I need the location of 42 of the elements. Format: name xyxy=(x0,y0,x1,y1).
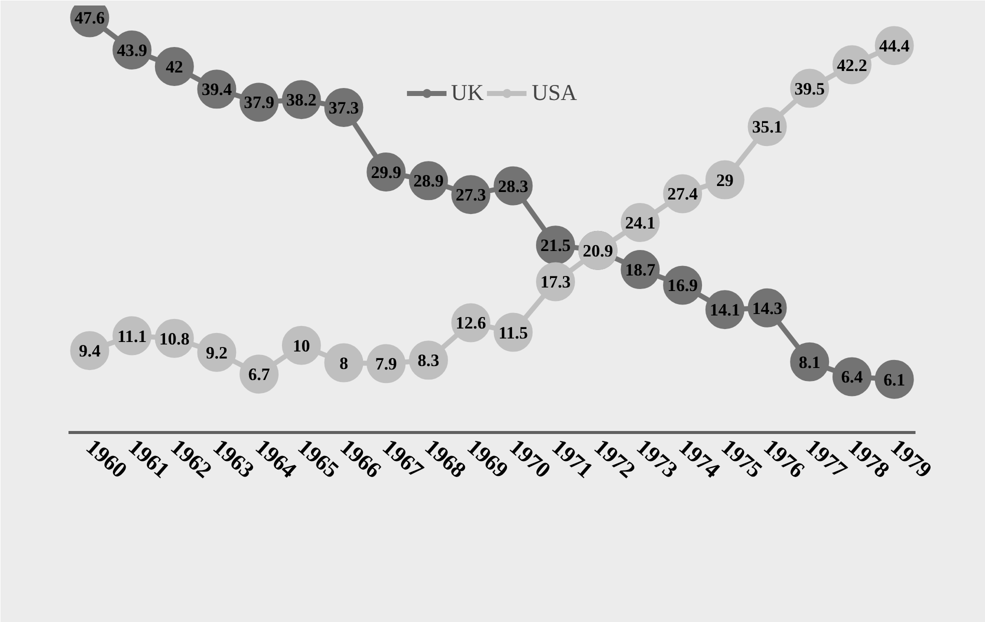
data-label: 47.6 xyxy=(74,8,106,28)
data-label: 37.9 xyxy=(244,93,275,112)
data-label: 10 xyxy=(292,336,310,356)
data-label: 29.9 xyxy=(370,162,402,182)
data-label: 21.5 xyxy=(540,236,572,256)
data-label: 6.1 xyxy=(883,370,906,390)
data-label: 12.6 xyxy=(456,314,486,333)
data-label: 39.4 xyxy=(202,80,232,100)
data-label: 42 xyxy=(166,58,184,76)
data-label: 11.1 xyxy=(117,326,147,346)
data-label: 14.1 xyxy=(710,300,740,320)
data-label: 14.3 xyxy=(752,298,783,318)
data-label: 28.9 xyxy=(413,172,444,191)
data-label: 43.9 xyxy=(116,40,148,60)
data-label: 11.5 xyxy=(498,323,528,342)
data-label: 17.3 xyxy=(540,272,572,292)
data-label: 24.1 xyxy=(625,213,656,232)
data-label: 42.2 xyxy=(836,56,868,75)
data-label: 20.9 xyxy=(582,241,614,260)
data-label: 6.4 xyxy=(841,368,864,387)
data-label: 35.1 xyxy=(752,118,782,137)
data-label: 9.2 xyxy=(206,343,228,362)
legend-label: USA xyxy=(532,80,578,106)
legend-label: UK xyxy=(450,80,484,106)
data-label: 8.3 xyxy=(418,351,440,370)
data-label: 27.3 xyxy=(456,186,486,205)
data-label: 16.9 xyxy=(667,276,698,296)
point xyxy=(324,343,364,382)
data-label: 10.8 xyxy=(159,329,190,348)
data-label: 44.4 xyxy=(879,36,910,56)
data-label: 29 xyxy=(716,170,734,190)
data-label: 38.2 xyxy=(286,90,317,110)
data-label: 39.5 xyxy=(794,79,826,98)
data-label: 27.4 xyxy=(667,184,698,204)
data-label: 18.7 xyxy=(625,260,656,280)
data-label: 8.1 xyxy=(798,352,820,372)
data-label: 9.4 xyxy=(78,342,101,361)
data-label: 37.3 xyxy=(328,98,360,118)
data-label: 28.3 xyxy=(498,176,529,196)
data-label: 6.7 xyxy=(248,365,270,384)
data-label: 8 xyxy=(339,354,348,373)
data-label: 7.9 xyxy=(375,354,398,374)
